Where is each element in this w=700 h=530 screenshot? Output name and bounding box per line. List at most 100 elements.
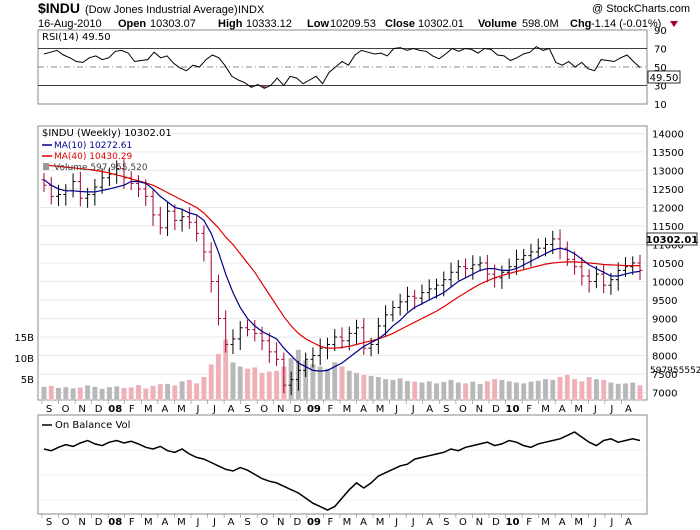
ohlc-bar bbox=[85, 187, 91, 208]
volume-bar bbox=[353, 372, 360, 401]
ohlc-bar bbox=[506, 258, 512, 279]
month-label: F bbox=[328, 517, 334, 528]
month-label: S bbox=[46, 404, 52, 415]
volume-tick-label: 5B bbox=[21, 375, 34, 386]
ohlc-bar bbox=[165, 201, 171, 236]
rsi-tick-label: 30 bbox=[654, 82, 667, 93]
volume-bar bbox=[201, 376, 207, 401]
volume-bar bbox=[390, 379, 396, 401]
volume-bar bbox=[92, 386, 98, 401]
month-label: D bbox=[95, 404, 103, 415]
price-tick-label: 14000 bbox=[652, 129, 684, 140]
ohlc-bar bbox=[303, 352, 309, 378]
ohlc-bar bbox=[593, 265, 599, 289]
rsi-tick-label: 70 bbox=[654, 45, 667, 56]
volume-bar bbox=[41, 386, 47, 401]
ohlc-bar bbox=[455, 260, 461, 281]
watermark: @ StockCharts.com bbox=[592, 3, 690, 15]
month-label: J bbox=[212, 517, 216, 528]
rsi-tick-label: 10 bbox=[654, 100, 667, 111]
volume-bar bbox=[637, 385, 643, 401]
rsi-panel: RSI(14) 49.50 90 70 50 30 10 49.50 bbox=[37, 26, 681, 111]
volume-bar bbox=[397, 378, 403, 401]
ohlc-bar bbox=[281, 352, 287, 394]
ohlc-bar bbox=[208, 242, 214, 293]
month-label: A bbox=[161, 517, 168, 528]
month-label: M bbox=[144, 404, 153, 415]
month-label: M bbox=[376, 404, 385, 415]
volume-bar bbox=[520, 383, 527, 401]
ohlc-bar bbox=[375, 317, 381, 355]
price-tick-label: 9000 bbox=[652, 315, 677, 326]
price-tick-label: 7500 bbox=[652, 370, 677, 381]
ohlc-bar bbox=[77, 171, 83, 207]
rsi-oversold-shade bbox=[261, 85, 268, 89]
volume-bar bbox=[128, 387, 134, 401]
low-value: 10209.53 bbox=[330, 18, 376, 30]
high-label: High bbox=[218, 18, 243, 30]
chg-value: -1.14 (-0.01%) bbox=[591, 18, 661, 30]
rsi-tick-label: 50 bbox=[654, 63, 667, 74]
ohlc-bar bbox=[499, 265, 505, 289]
ohlc-bar bbox=[339, 327, 345, 349]
month-label: 09 bbox=[307, 517, 321, 528]
volume-bar bbox=[368, 375, 374, 401]
volume-bar bbox=[121, 387, 127, 401]
ohlc-bar bbox=[521, 248, 527, 269]
volume-bar bbox=[455, 382, 462, 401]
volume-bar bbox=[179, 380, 185, 401]
volume-bar bbox=[593, 378, 600, 401]
ohlc-bar bbox=[463, 258, 469, 279]
month-label: S bbox=[46, 517, 52, 528]
volume-bar bbox=[143, 388, 149, 401]
month-label: S bbox=[244, 404, 250, 415]
volume-bar bbox=[470, 381, 476, 401]
price-legend: $INDU (Weekly) 10302.01 MA(10) 10272.61 … bbox=[42, 128, 172, 173]
ohlc-bar bbox=[230, 329, 236, 355]
volume-bar bbox=[477, 383, 483, 401]
volume-value: 598.0M bbox=[522, 18, 559, 30]
volume-bar bbox=[106, 386, 113, 401]
ohlc-bar bbox=[419, 284, 425, 305]
ohlc-bar bbox=[477, 256, 483, 272]
volume-bar bbox=[535, 380, 541, 401]
ohlc-bar bbox=[433, 278, 439, 299]
month-label: 10 bbox=[506, 517, 520, 528]
ohlc-bar bbox=[390, 300, 396, 322]
price-tick-label: 12500 bbox=[652, 185, 684, 196]
month-label: A bbox=[625, 404, 632, 415]
volume-label: Volume bbox=[478, 18, 517, 30]
month-label: M bbox=[343, 404, 352, 415]
price-tick-label: 13000 bbox=[652, 166, 684, 177]
price-tick-label: 13500 bbox=[652, 148, 684, 159]
volume-bar bbox=[157, 383, 164, 401]
volume-last-label: 597955552 bbox=[650, 366, 700, 376]
month-label: F bbox=[129, 404, 135, 415]
volume-bar bbox=[404, 380, 411, 401]
volume-tick-label: 15B bbox=[14, 333, 34, 344]
ohlc-bar bbox=[157, 206, 163, 235]
volume-bar bbox=[186, 379, 193, 401]
month-label: 08 bbox=[108, 404, 122, 415]
ohlc-bar bbox=[601, 264, 607, 294]
price-panel: $INDU (Weekly) 10302.01 MA(10) 10272.61 … bbox=[14, 125, 700, 401]
month-label: J bbox=[394, 517, 398, 528]
high-value: 10333.12 bbox=[246, 18, 292, 30]
month-label: S bbox=[443, 517, 449, 528]
volume-bar bbox=[172, 385, 178, 401]
ohlc-bar bbox=[215, 274, 221, 326]
volume-bar bbox=[215, 353, 222, 401]
ohlc-bar bbox=[397, 293, 403, 316]
volume-bar bbox=[150, 385, 156, 401]
close-label: Close bbox=[385, 18, 415, 30]
x-axis-bottom: S O N D 08 F M A M J J A S O N D 09 F M A M J J A S O N D 10 F M A M J J A bbox=[41, 514, 632, 528]
x-axis-top: S O N D 08 F M A M J J A S O N D 09 F M A M J J A S O N D 10 F M A M J J A bbox=[41, 400, 632, 415]
volume-bar bbox=[208, 364, 214, 401]
month-label: N bbox=[476, 404, 483, 415]
month-label: A bbox=[625, 517, 632, 528]
index-name: (Dow Jones Industrial Average) bbox=[85, 4, 238, 16]
volume-bar bbox=[331, 362, 338, 401]
ohlc-bar bbox=[135, 175, 141, 198]
ohlc-bar bbox=[223, 310, 229, 353]
